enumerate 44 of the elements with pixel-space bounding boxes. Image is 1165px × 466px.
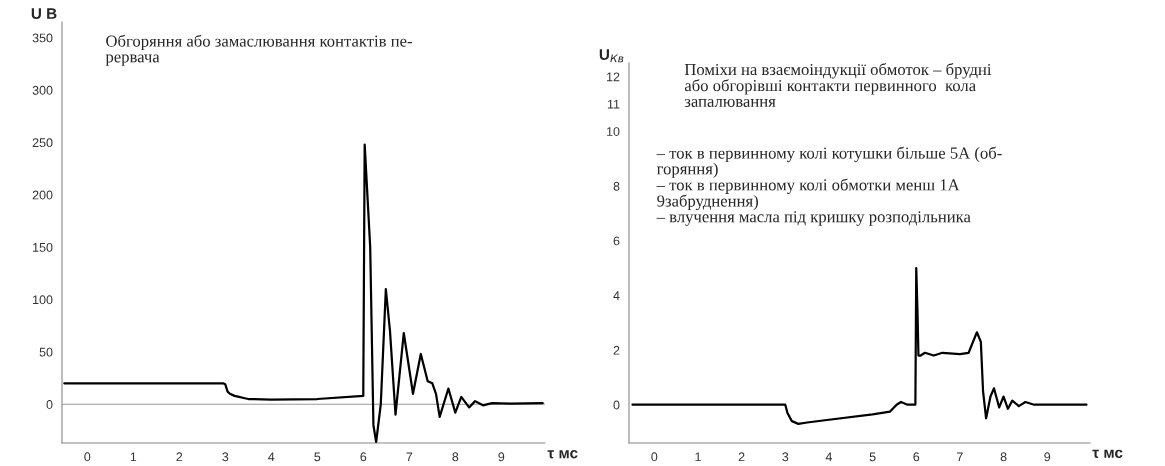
x-tick-label: 1 bbox=[130, 452, 137, 462]
y-tick-label: 250 bbox=[32, 138, 53, 148]
annotation: – ток в первинному колі котушки більше 5А (об- горяння) – ток в первинному колі обмотки менш 1А 9забруднення) – влучення масла під кришку розподільника bbox=[656, 146, 1002, 226]
x-tick-label: 9 bbox=[498, 452, 505, 462]
x-tick-label: 5 bbox=[869, 452, 876, 462]
x-tick-label: 6 bbox=[913, 452, 920, 462]
x-tick-label: 8 bbox=[452, 452, 459, 462]
x-tick-label: 8 bbox=[1000, 452, 1007, 462]
y-tick-label: 0 bbox=[613, 400, 620, 410]
y-tick-label: 6 bbox=[613, 236, 620, 246]
x-axis-title: τ мс bbox=[547, 450, 578, 459]
x-tick-label: 0 bbox=[651, 452, 658, 462]
x-tick-label: 1 bbox=[695, 452, 701, 462]
x-tick-label: 7 bbox=[406, 452, 413, 462]
y-tick-label: 0 bbox=[46, 400, 53, 409]
annotation: Поміхи на взаємоіндукції обмоток – брудні або обгорівші контакти первинного кола запалювання bbox=[684, 63, 992, 107]
x-tick-label: 3 bbox=[782, 452, 789, 462]
x-axis-title: τ мс bbox=[1092, 449, 1123, 459]
y-tick-label: 8 bbox=[613, 181, 620, 191]
y-tick-label: 350 bbox=[32, 33, 53, 43]
x-tick-label: 5 bbox=[314, 452, 321, 462]
y-tick-label: 200 bbox=[32, 190, 53, 200]
x-tick-label: 4 bbox=[268, 452, 275, 462]
y-axis-title: U В bbox=[31, 8, 57, 19]
line-series bbox=[631, 266, 1088, 425]
x-tick-label: 9 bbox=[1044, 452, 1051, 462]
x-tick-label: 0 bbox=[84, 452, 91, 462]
y-tick-label: 10 bbox=[607, 127, 620, 136]
y-tick-label: 12 bbox=[607, 72, 620, 82]
annotation: Обгоряння або замаслювання контактів пе- рервача bbox=[105, 34, 412, 66]
y-axis-title: U$_{Кв}$ bbox=[599, 49, 624, 63]
x-tick-label: 7 bbox=[957, 452, 963, 462]
y-tick-label: 150 bbox=[33, 242, 53, 252]
y-tick-label: 300 bbox=[32, 85, 53, 95]
y-tick-label: 11 bbox=[607, 99, 620, 109]
x-tick-label: 3 bbox=[222, 452, 229, 462]
y-tick-label: 4 bbox=[613, 291, 620, 300]
x-tick-label: 4 bbox=[825, 452, 833, 462]
x-tick-label: 2 bbox=[176, 452, 183, 462]
y-tick-label: 2 bbox=[613, 345, 620, 355]
x-tick-label: 2 bbox=[738, 452, 745, 462]
y-tick-label: 50 bbox=[39, 347, 53, 357]
y-tick-label: 100 bbox=[33, 295, 53, 305]
x-tick-label: 6 bbox=[360, 452, 367, 462]
